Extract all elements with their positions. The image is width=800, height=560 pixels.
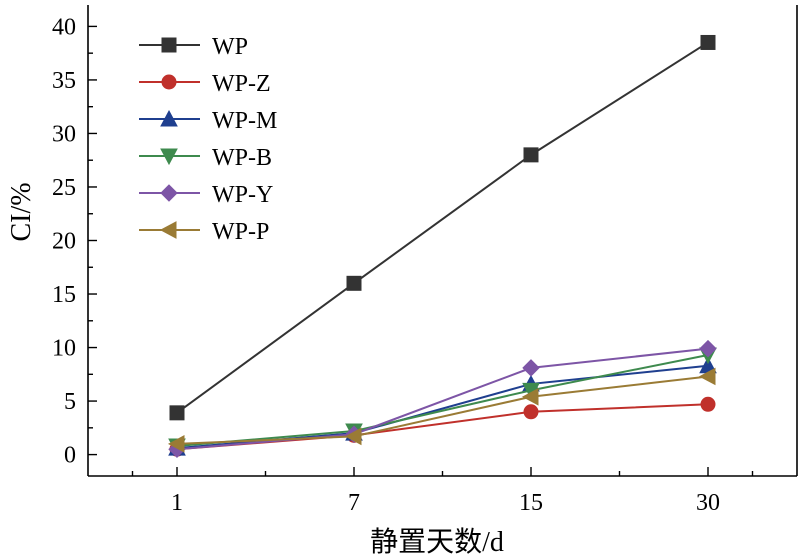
series-wp (169, 34, 716, 421)
y-axis-title: CI/% (6, 182, 37, 241)
legend-label: WP (212, 34, 248, 60)
data-point (167, 435, 185, 453)
legend-label: WP-B (212, 145, 272, 171)
legend: WP WP-Z WP-M WP-B WP-Y WP-P (139, 34, 277, 245)
series-line (176, 347, 709, 451)
y-tick-label: 5 (64, 389, 76, 415)
series-line (176, 375, 709, 445)
data-point (346, 275, 362, 291)
series-wp-z (169, 396, 716, 457)
legend-marker (160, 148, 178, 166)
series-line (176, 354, 709, 448)
y-tick-label: 35 (52, 68, 76, 94)
data-point (522, 359, 540, 377)
data-point (699, 339, 717, 358)
x-tick-label: 30 (696, 490, 720, 516)
data-point (169, 405, 185, 421)
legend-item: WP-Y (139, 182, 273, 208)
y-tick-label: 20 (52, 229, 76, 255)
legend-item: WP-M (139, 108, 277, 134)
y-tick-label: 10 (52, 336, 76, 362)
legend-marker (160, 109, 178, 127)
y-tick-label: 25 (52, 175, 76, 201)
axes: 0 5 10 15 20 25 30 35 40 1 7 15 30 (52, 5, 798, 516)
y-tick-label: 0 (64, 443, 76, 469)
legend-label: WP-Y (212, 182, 273, 208)
data-point (523, 147, 539, 163)
legend-item: WP-B (139, 145, 272, 171)
legend-label: WP-P (212, 219, 269, 245)
data-point (521, 387, 539, 406)
legend-marker (159, 221, 177, 239)
x-tick-label: 15 (519, 490, 543, 516)
legend-label: WP-M (212, 108, 277, 134)
data-point (523, 404, 539, 420)
legend-item: WP (139, 34, 248, 60)
series-layer (167, 34, 717, 458)
legend-marker (161, 74, 177, 90)
series-wp-p (167, 367, 716, 453)
x-axis-title: 静置天数/d (370, 526, 504, 558)
data-point (700, 396, 716, 412)
series-line (176, 41, 709, 414)
legend-item: WP-P (139, 219, 269, 245)
legend-marker (161, 37, 177, 53)
y-tick-label: 15 (52, 282, 76, 308)
y-tick-label: 30 (52, 121, 76, 147)
legend-label: WP-Z (212, 71, 271, 97)
data-point (698, 367, 716, 386)
y-tick-label: 40 (52, 14, 76, 40)
x-tick-label: 7 (348, 490, 360, 516)
x-tick-label: 1 (171, 490, 183, 516)
legend-marker (160, 184, 178, 202)
legend-item: WP-Z (139, 71, 271, 97)
data-point (700, 34, 716, 50)
data-point (344, 427, 362, 446)
